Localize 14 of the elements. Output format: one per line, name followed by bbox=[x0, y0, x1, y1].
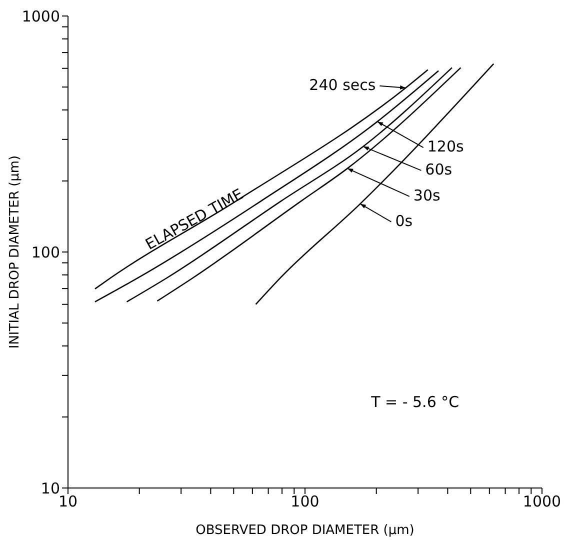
annotation: 60s bbox=[425, 160, 452, 178]
x-tick-label: 1000 bbox=[522, 492, 562, 511]
y-tick-label: 1000 bbox=[22, 7, 60, 26]
annotation: 0s bbox=[395, 212, 413, 230]
y-tick-label: 10 bbox=[40, 479, 60, 498]
x-tick-label: 100 bbox=[290, 492, 320, 511]
x-axis-title: OBSERVED DROP DIAMETER (µm) bbox=[196, 523, 414, 538]
annotation: 30s bbox=[413, 186, 441, 204]
annotation: T = - 5.6 °C bbox=[370, 393, 460, 412]
x-tick-label: 10 bbox=[58, 492, 78, 511]
annotation: 120s bbox=[427, 138, 464, 156]
annotation: 240 secs bbox=[309, 76, 376, 94]
y-axis-title: INITIAL DROP DIAMETER (µm) bbox=[8, 155, 23, 349]
y-tick-label: 100 bbox=[31, 243, 60, 262]
